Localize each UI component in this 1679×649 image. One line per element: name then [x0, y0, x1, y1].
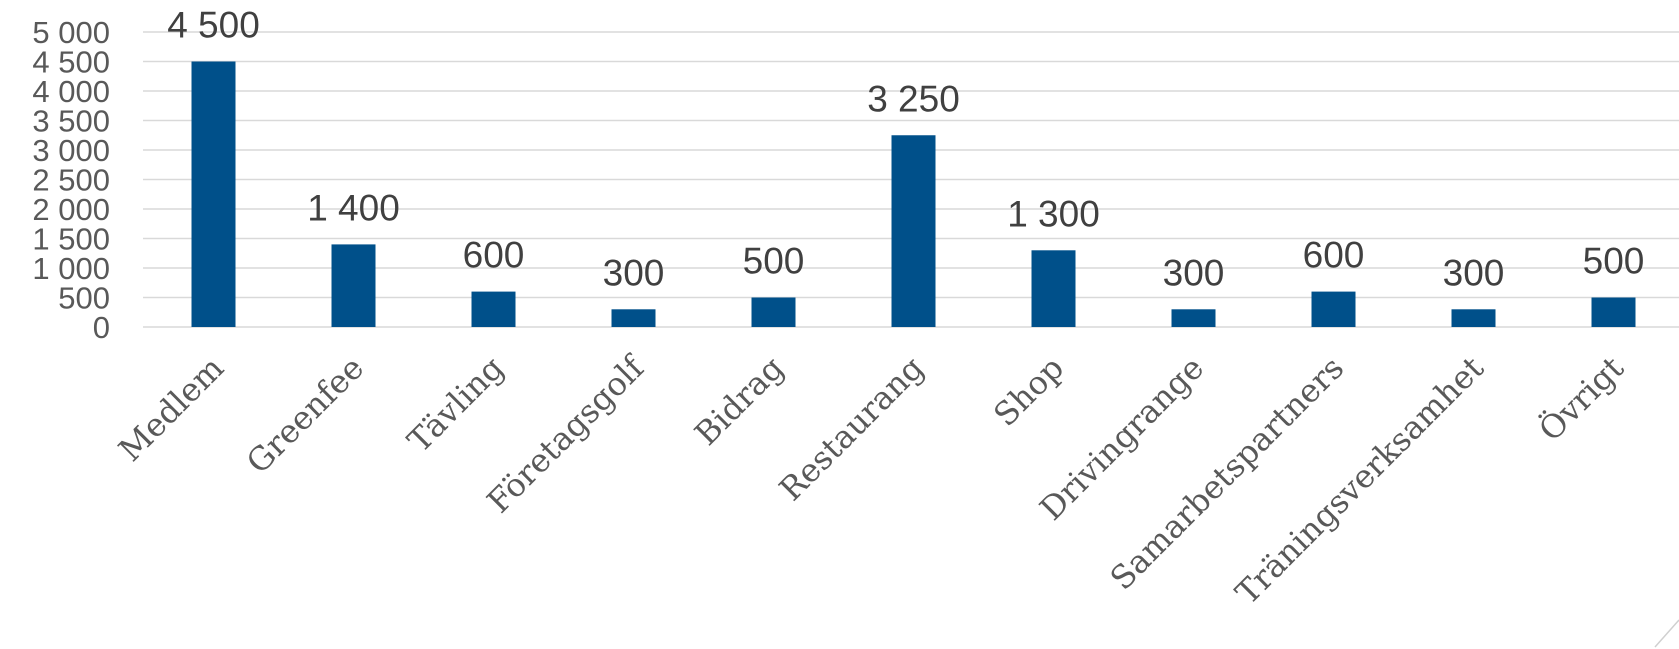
data-label: 300: [1163, 252, 1225, 293]
data-label: 500: [1583, 241, 1645, 282]
y-tick-label: 1 000: [32, 251, 110, 286]
category-label: Samarbetspartners: [1103, 349, 1351, 597]
bars: [191, 61, 1636, 327]
data-label: 4 500: [167, 5, 260, 46]
bar: [191, 61, 236, 327]
y-tick-label: 1 500: [32, 222, 110, 257]
category-label: Restaurang: [772, 349, 931, 508]
category-label: Medlem: [111, 349, 231, 469]
bar: [891, 135, 936, 327]
category-label: Bidrag: [687, 349, 791, 453]
y-tick-label: 2 000: [32, 192, 110, 227]
bar: [1171, 309, 1216, 327]
y-tick-label: 3 000: [32, 133, 110, 168]
bar: [331, 244, 376, 327]
y-tick-label: 2 500: [32, 163, 110, 198]
y-tick-label: 4 000: [32, 74, 110, 109]
y-tick-label: 0: [93, 310, 110, 345]
data-label: 300: [603, 252, 665, 293]
category-label: Greenfee: [239, 349, 371, 481]
bar: [1591, 297, 1636, 327]
data-label: 3 250: [867, 78, 960, 119]
data-label: 600: [1303, 235, 1365, 276]
data-labels: 4 500 1 400 600 300 500 3 250 1 300 300 600 300 50…: [167, 5, 1644, 294]
category-label: Shop: [986, 349, 1071, 434]
data-label: 1 400: [307, 187, 400, 228]
y-tick-label: 4 500: [32, 45, 110, 80]
bar: [751, 297, 796, 327]
data-label: 1 300: [1007, 193, 1100, 234]
bar: [1031, 250, 1076, 327]
y-tick-label: 3 500: [32, 104, 110, 139]
bar: [1311, 291, 1356, 327]
category-label: Tävling: [400, 349, 511, 460]
bar: [471, 291, 516, 327]
data-label: 600: [463, 235, 525, 276]
corner-mark: [1654, 619, 1679, 648]
bar: [1451, 309, 1496, 327]
category-label: Övrigt: [1531, 349, 1631, 449]
y-tick-label: 5 000: [32, 15, 110, 50]
bar: [611, 309, 656, 327]
data-label: 300: [1443, 252, 1505, 293]
data-label: 500: [743, 241, 805, 282]
y-tick-label: 500: [58, 281, 110, 316]
category-label: Träningsverksamhet: [1228, 349, 1491, 612]
